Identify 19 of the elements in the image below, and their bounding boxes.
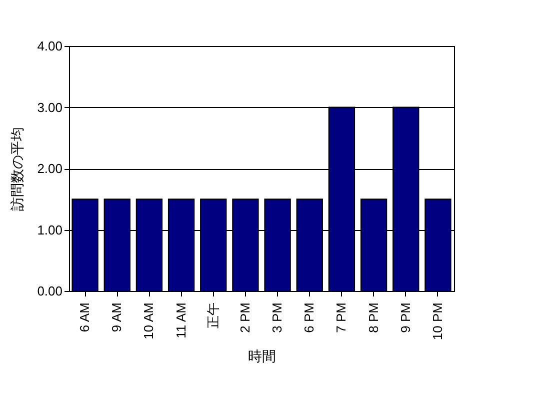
x-tick-label: 8 PM — [366, 302, 381, 333]
x-tick-label: 10 PM — [430, 302, 445, 340]
x-tick-label: 9 AM — [109, 302, 124, 332]
x-tick-label: 6 AM — [77, 302, 92, 332]
x-axis-title: 時間 — [248, 348, 276, 364]
y-tick-label: 4.00 — [37, 38, 62, 54]
x-tick-label: 3 PM — [270, 302, 285, 333]
x-tick-label: 7 PM — [334, 302, 349, 333]
y-tick-label: 0.00 — [37, 284, 62, 298]
x-tick-label: 2 PM — [237, 302, 252, 333]
x-tick-label: 9 PM — [398, 302, 413, 333]
y-axis-title: 訪問数の平均 — [9, 127, 26, 211]
y-tick-label: 3.00 — [37, 100, 62, 115]
y-tick-label: 2.00 — [37, 161, 62, 176]
y-tick-label: 1.00 — [37, 222, 62, 238]
x-tick-label: 6 PM — [302, 302, 317, 333]
x-tick-label: 11 AM — [173, 302, 188, 338]
x-tick-label: 10 AM — [141, 302, 156, 340]
x-tick-label: 正午 — [205, 302, 220, 328]
